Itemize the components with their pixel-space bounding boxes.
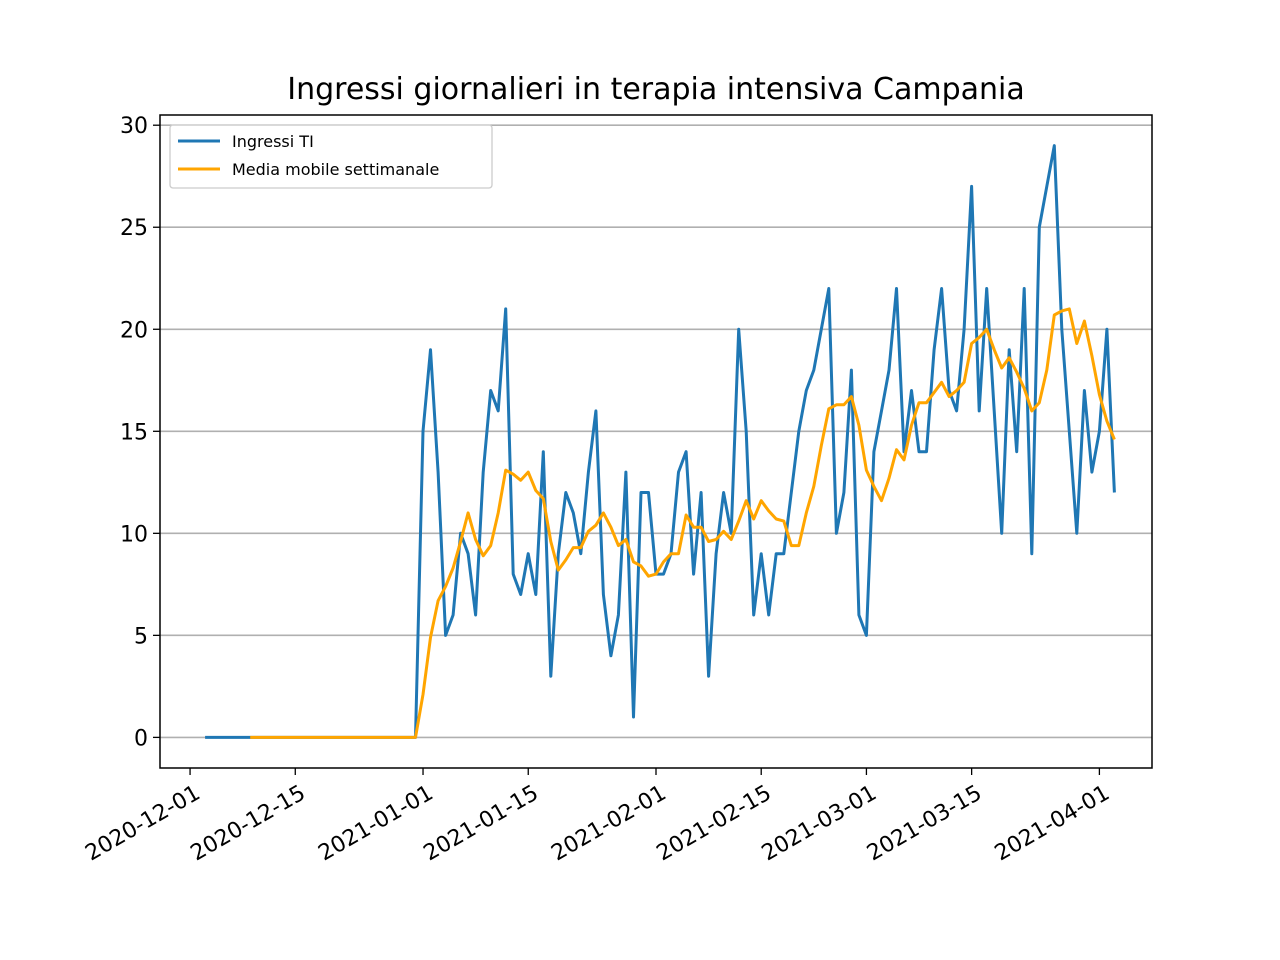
grid-lines bbox=[160, 124, 1152, 739]
x-tick-label: 2020-12-15 bbox=[187, 781, 310, 867]
y-tick-label: 10 bbox=[120, 522, 148, 547]
series-line-0 bbox=[205, 144, 1116, 739]
y-tick-label: 30 bbox=[120, 114, 148, 139]
y-tick-label: 15 bbox=[120, 420, 148, 445]
x-tick-label: 2021-04-01 bbox=[991, 781, 1114, 867]
x-tick-label: 2021-01-01 bbox=[314, 781, 437, 867]
y-tick-label: 25 bbox=[120, 216, 148, 241]
y-tick-label: 5 bbox=[134, 624, 148, 649]
legend-label: Ingressi TI bbox=[232, 132, 314, 151]
x-tick-label: 2021-03-15 bbox=[863, 781, 986, 867]
x-tick-label: 2021-03-01 bbox=[758, 781, 881, 867]
chart-title: Ingressi giornalieri in terapia intensiv… bbox=[287, 72, 1025, 107]
legend-box bbox=[169, 124, 493, 189]
x-tick-label: 2020-12-01 bbox=[81, 781, 204, 867]
y-axis: 0 5 10 15 20 25 30 bbox=[120, 114, 160, 751]
y-tick-label: 0 bbox=[134, 726, 148, 751]
x-tick-label: 2021-01-15 bbox=[420, 781, 543, 867]
legend: Ingressi TI Media mobile settimanale bbox=[169, 124, 493, 189]
plot-frame bbox=[159, 114, 1153, 769]
series-layer bbox=[205, 144, 1116, 739]
series-line-1 bbox=[250, 307, 1116, 739]
y-tick-label: 20 bbox=[120, 318, 148, 343]
x-tick-label: 2021-02-15 bbox=[653, 781, 776, 867]
x-tick-label: 2021-02-01 bbox=[547, 781, 670, 867]
legend-label: Media mobile settimanale bbox=[232, 160, 439, 179]
